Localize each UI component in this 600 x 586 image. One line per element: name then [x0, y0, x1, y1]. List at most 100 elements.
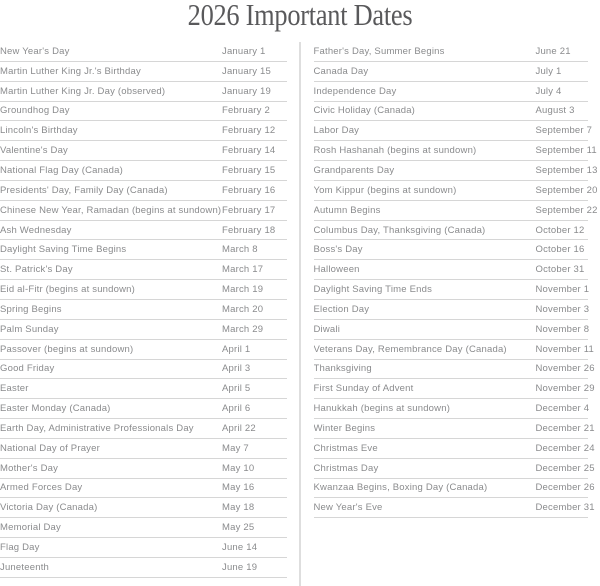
important-dates-table: New Year's Day January 1 Martin Luther Kin… — [0, 42, 600, 586]
date-row: Christmas Day December 25 — [313, 459, 595, 479]
date-row: Daylight Saving Time Begins March 8 — [0, 240, 287, 261]
holiday-name: Grandparents Day — [313, 164, 395, 176]
holiday-name: Kwanzaa Begins, Boxing Day (Canada) — [313, 482, 488, 494]
date-row: New Year's Day January 1 — [0, 42, 287, 62]
holiday-name: Daylight Saving Time Ends — [313, 284, 433, 296]
holiday-date: May 18 — [222, 502, 255, 514]
holiday-date: March 29 — [222, 323, 264, 335]
date-row: Labor Day September 7 — [313, 121, 592, 142]
holiday-date: October 12 — [535, 224, 585, 236]
holiday-name: Valentine's Day — [0, 145, 69, 157]
date-row: Winter Begins December 21 — [313, 419, 595, 439]
holiday-name: Earth Day, Administrative Professionals … — [0, 422, 194, 434]
date-row: Yom Kippur (begins at sundown) September … — [313, 181, 597, 201]
date-row: St. Patrick's Day March 17 — [0, 260, 287, 281]
holiday-date: October 16 — [535, 244, 585, 256]
holiday-name: Columbus Day, Thanksgiving (Canada) — [313, 224, 486, 236]
date-row: Easter Monday (Canada) April 6 — [0, 399, 287, 420]
holiday-date: February 18 — [222, 224, 276, 236]
date-row: Martin Luther King Jr. Day (observed) Jan… — [0, 82, 287, 102]
holiday-date: March 17 — [222, 264, 264, 276]
holiday-date: December 31 — [535, 502, 595, 514]
holiday-date: May 10 — [222, 462, 255, 474]
holiday-name: Mother's Day — [0, 462, 59, 474]
holiday-name: Independence Day — [313, 85, 397, 97]
holiday-name: Autumn Begins — [313, 204, 381, 216]
date-row: Passover (begins at sundown) April 1 — [0, 340, 287, 360]
holiday-date: August 3 — [535, 105, 575, 117]
date-row: Palm Sunday March 29 — [0, 320, 287, 340]
date-row: Halloween October 31 — [313, 260, 588, 281]
holiday-name: Memorial Day — [0, 522, 61, 534]
date-row: Victoria Day (Canada) May 18 — [0, 498, 287, 519]
holiday-name: Hanukkah (begins at sundown) — [313, 403, 451, 415]
holiday-date: February 14 — [222, 145, 276, 157]
date-row: Daylight Saving Time Ends November 1 — [313, 280, 589, 300]
holiday-name: Labor Day — [313, 125, 360, 137]
holiday-date: November 8 — [535, 323, 590, 335]
holiday-name: Martin Luther King Jr. Day (observed) — [0, 85, 166, 97]
date-row: Diwali November 8 — [313, 320, 590, 340]
holiday-date: April 22 — [222, 422, 256, 434]
holiday-date: December 25 — [535, 462, 595, 474]
holiday-name: Juneteenth — [0, 561, 50, 573]
date-row: Thanksgiving November 26 — [313, 360, 595, 380]
holiday-name: Palm Sunday — [0, 323, 59, 335]
holiday-date: March 20 — [222, 303, 264, 315]
holiday-date: June 14 — [222, 542, 258, 554]
holiday-name: National Day of Prayer — [0, 442, 100, 454]
date-row: Christmas Eve December 24 — [313, 439, 595, 459]
date-row: Earth Day, Administrative Professionals … — [0, 419, 287, 439]
holiday-date: July 4 — [535, 85, 562, 97]
holiday-name: Flag Day — [0, 542, 40, 554]
date-row: Lincoln's Birthday February 12 — [0, 121, 287, 142]
date-row: Boss's Day October 16 — [313, 240, 588, 261]
holiday-name: Veterans Day, Remembrance Day (Canada) — [313, 343, 507, 355]
holiday-date: January 15 — [222, 65, 272, 77]
holiday-date: October 31 — [535, 264, 585, 276]
holiday-name: Boss's Day — [313, 244, 363, 256]
date-row: Mother's Day May 10 — [0, 459, 287, 479]
date-row: Kwanzaa Begins, Boxing Day (Canada) Decem… — [313, 479, 595, 499]
holiday-date: January 19 — [222, 85, 272, 97]
date-row: Martin Luther King Jr.'s Birthday January… — [0, 62, 287, 82]
date-row: Flag Day June 14 — [0, 538, 287, 558]
holiday-name: Good Friday — [0, 363, 55, 375]
date-row: Veterans Day, Remembrance Day (Canada) No… — [313, 340, 594, 360]
date-row: Civic Holiday (Canada) August 3 — [313, 102, 588, 122]
holiday-name: Easter — [0, 383, 29, 395]
holiday-date: December 24 — [535, 442, 595, 454]
date-row: First Sunday of Advent November 29 — [313, 379, 595, 400]
holiday-name: Passover (begins at sundown) — [0, 343, 134, 355]
holiday-name: Christmas Eve — [313, 442, 378, 454]
date-row: Eid al-Fitr (begins at sundown) March 19 — [0, 280, 287, 300]
holiday-name: Lincoln's Birthday — [0, 125, 78, 137]
holiday-date: June 19 — [222, 561, 258, 573]
holiday-name: National Flag Day (Canada) — [0, 164, 123, 176]
date-row: Ash Wednesday February 18 — [0, 221, 287, 241]
date-row: Independence Day July 4 — [313, 82, 588, 102]
date-row: Grandparents Day September 13 — [313, 161, 597, 181]
date-row: Valentine's Day February 14 — [0, 141, 287, 162]
holiday-date: February 15 — [222, 164, 276, 176]
date-row: National Day of Prayer May 7 — [0, 439, 287, 459]
holiday-name: New Year's Eve — [313, 502, 383, 514]
holiday-date: November 3 — [535, 303, 590, 315]
holiday-date: February 17 — [222, 204, 276, 216]
holiday-date: May 16 — [222, 482, 255, 494]
holiday-name: Canada Day — [313, 65, 369, 77]
holiday-name: Ash Wednesday — [0, 224, 72, 236]
date-row: Spring Begins March 20 — [0, 300, 287, 320]
date-row: Autumn Begins September 22 — [313, 201, 597, 221]
holiday-name: Chinese New Year, Ramadan (begins at sun… — [0, 204, 222, 216]
holiday-name: Groundhog Day — [0, 105, 70, 117]
holiday-date: September 11 — [535, 145, 597, 157]
page-title: 2026 Important Dates — [187, 0, 413, 32]
holiday-name: Election Day — [313, 303, 370, 315]
date-row: Canada Day July 1 — [313, 62, 588, 82]
holiday-date: September 7 — [535, 125, 593, 137]
holiday-date: September 22 — [535, 204, 598, 216]
holiday-name: Diwali — [313, 323, 341, 335]
holiday-date: November 26 — [535, 363, 595, 375]
holiday-date: December 26 — [535, 482, 595, 494]
